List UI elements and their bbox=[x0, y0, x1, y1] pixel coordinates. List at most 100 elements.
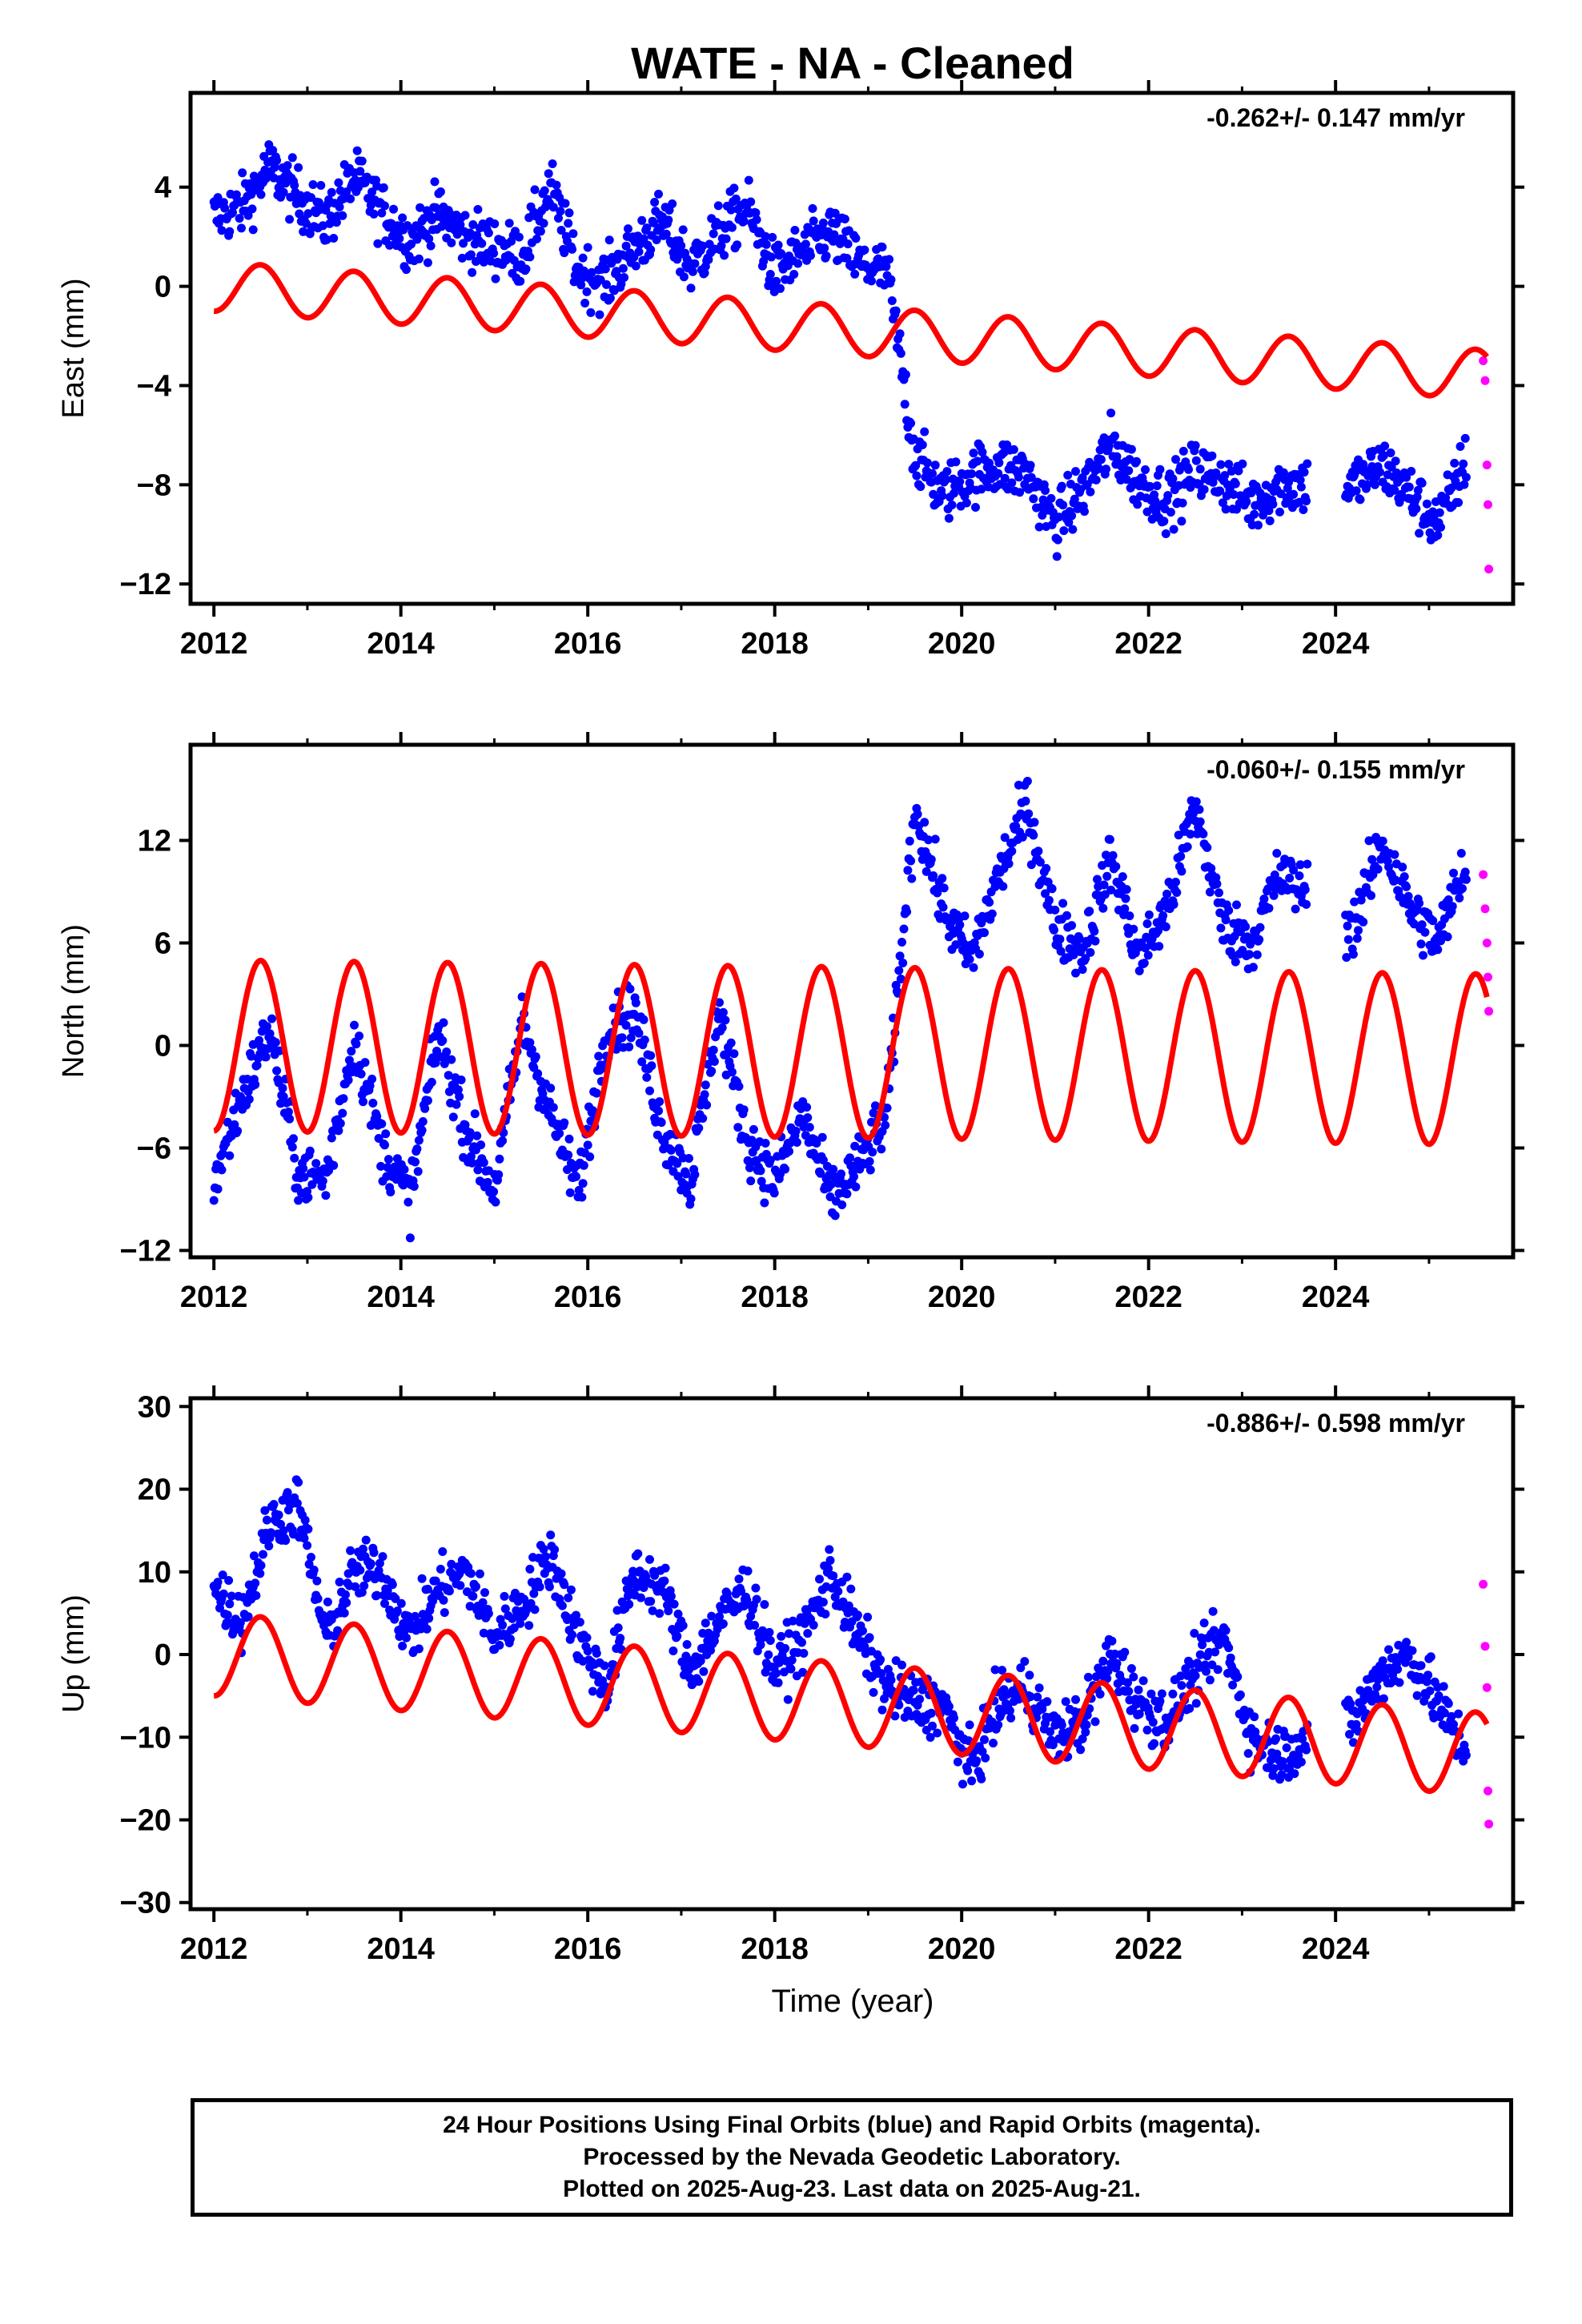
up-final-point bbox=[655, 1609, 665, 1618]
up-final-point bbox=[1282, 1743, 1291, 1752]
up-final-point bbox=[772, 1668, 781, 1678]
north-final-point bbox=[225, 1151, 235, 1160]
up-final-point bbox=[556, 1569, 566, 1578]
north-final-point bbox=[1255, 935, 1264, 944]
up-final-point bbox=[1224, 1643, 1234, 1653]
up-final-point bbox=[1243, 1749, 1253, 1758]
north-final-point bbox=[1044, 895, 1054, 905]
up-final-point bbox=[1250, 1712, 1259, 1722]
east-final-point bbox=[1275, 507, 1284, 517]
east-final-point bbox=[677, 241, 686, 251]
north-final-point bbox=[1415, 899, 1424, 908]
up-final-point bbox=[428, 1596, 438, 1606]
up-final-point bbox=[480, 1588, 489, 1598]
east-final-point bbox=[416, 203, 425, 212]
up-final-point bbox=[1176, 1671, 1186, 1681]
up-final-point bbox=[1155, 1696, 1165, 1706]
east-final-point bbox=[1391, 456, 1400, 466]
east-final-point bbox=[906, 419, 916, 428]
east-final-point bbox=[303, 209, 313, 219]
north-final-point bbox=[969, 963, 978, 972]
up-final-point bbox=[304, 1559, 314, 1569]
up-final-point bbox=[1278, 1757, 1287, 1767]
east-final-point bbox=[1231, 479, 1240, 489]
east-final-point bbox=[560, 248, 569, 258]
up-final-point bbox=[530, 1605, 540, 1614]
up-final-point bbox=[860, 1642, 869, 1651]
north-final-point bbox=[837, 1169, 845, 1179]
up-final-point bbox=[666, 1591, 676, 1601]
up-final-point bbox=[309, 1566, 319, 1574]
east-final-point bbox=[1015, 488, 1025, 497]
up-final-point bbox=[1191, 1699, 1201, 1708]
up-final-point bbox=[444, 1586, 454, 1596]
east-final-point bbox=[1046, 493, 1056, 503]
east-final-point bbox=[1460, 480, 1469, 489]
east-final-point bbox=[491, 274, 500, 283]
east-final-point bbox=[642, 223, 652, 233]
north-final-point bbox=[1443, 932, 1452, 942]
east-final-point bbox=[1096, 455, 1106, 464]
up-final-point bbox=[582, 1633, 592, 1642]
up-final-point bbox=[1346, 1699, 1355, 1708]
north-final-point bbox=[1203, 842, 1212, 852]
north-final-point bbox=[468, 1158, 477, 1168]
north-x-tick-label: 2014 bbox=[367, 1281, 435, 1314]
north-final-point bbox=[1343, 921, 1352, 931]
north-final-point bbox=[1177, 866, 1186, 876]
north-final-point bbox=[452, 1100, 461, 1109]
north-final-point bbox=[1350, 897, 1359, 907]
north-final-point bbox=[350, 1020, 359, 1030]
up-final-point bbox=[909, 1686, 918, 1695]
east-final-point bbox=[1227, 466, 1236, 476]
north-final-point bbox=[830, 1211, 840, 1220]
north-final-point bbox=[465, 1128, 475, 1137]
north-final-point bbox=[278, 1084, 287, 1093]
up-final-point bbox=[953, 1757, 962, 1767]
north-final-point bbox=[1158, 911, 1168, 920]
east-final-point bbox=[1178, 446, 1188, 456]
up-final-point bbox=[505, 1634, 515, 1644]
north-final-point bbox=[1169, 899, 1178, 909]
up-final-point bbox=[575, 1618, 584, 1627]
up-final-point bbox=[1057, 1720, 1066, 1730]
up-rapid-point bbox=[1484, 1819, 1494, 1829]
north-final-point bbox=[1186, 830, 1195, 839]
up-final-point bbox=[950, 1713, 958, 1723]
up-final-point bbox=[894, 1700, 904, 1710]
north-final-point bbox=[548, 1103, 558, 1112]
east-final-point bbox=[514, 232, 524, 242]
north-final-point bbox=[217, 1165, 227, 1175]
east-rate-annotation: -0.262+/- 0.147 mm/yr bbox=[1207, 103, 1465, 132]
east-final-point bbox=[1417, 478, 1427, 488]
up-final-point bbox=[1081, 1727, 1090, 1737]
north-final-point bbox=[1232, 900, 1241, 910]
north-final-point bbox=[1212, 879, 1222, 889]
up-final-point bbox=[274, 1510, 283, 1520]
up-final-point bbox=[281, 1536, 291, 1546]
east-final-point bbox=[477, 239, 487, 248]
up-final-point bbox=[1443, 1699, 1453, 1708]
east-final-point bbox=[678, 225, 688, 235]
north-final-point bbox=[303, 1192, 313, 1202]
north-final-point bbox=[1042, 863, 1051, 873]
up-final-point bbox=[260, 1506, 270, 1515]
footer-line-1: 24 Hour Positions Using Final Orbits (bl… bbox=[443, 2112, 1261, 2138]
north-final-point bbox=[933, 888, 942, 898]
north-final-point bbox=[327, 1133, 336, 1143]
up-x-tick-label: 2022 bbox=[1114, 1932, 1182, 1966]
east-final-point bbox=[1150, 497, 1160, 505]
up-final-point bbox=[773, 1678, 783, 1687]
east-final-point bbox=[373, 239, 383, 248]
up-final-point bbox=[1205, 1675, 1215, 1685]
east-final-point bbox=[1086, 487, 1095, 497]
north-final-point bbox=[1106, 885, 1116, 895]
up-final-point bbox=[669, 1599, 679, 1609]
north-y-tick-label: 12 bbox=[138, 824, 171, 858]
north-final-point bbox=[640, 1035, 649, 1045]
up-final-point bbox=[786, 1664, 796, 1674]
up-final-point bbox=[447, 1559, 456, 1569]
up-final-point bbox=[981, 1753, 990, 1763]
east-final-point bbox=[548, 159, 557, 168]
north-final-point bbox=[438, 1035, 448, 1045]
